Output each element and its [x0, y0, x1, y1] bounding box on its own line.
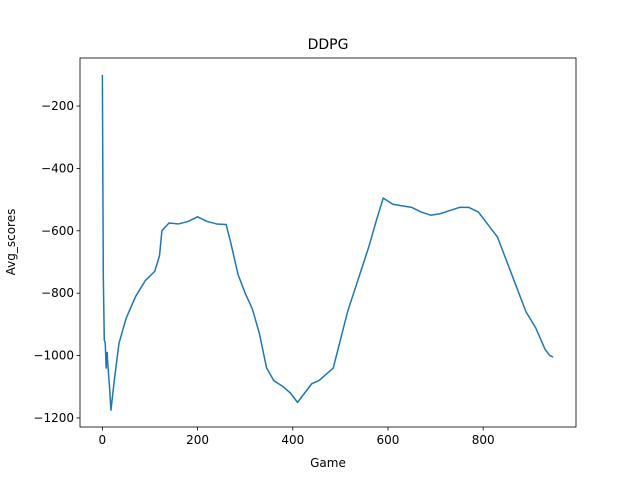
y-tick-label: −400	[41, 161, 74, 175]
y-tick-label: −1000	[33, 349, 74, 363]
plot-frame	[79, 57, 577, 428]
x-tick-label: 200	[186, 433, 209, 447]
chart-title: DDPG	[308, 37, 349, 53]
x-tick-label: 800	[472, 433, 495, 447]
y-tick-label: −600	[41, 224, 74, 238]
y-tick-label: −800	[41, 286, 74, 300]
x-tick-label: 0	[99, 433, 107, 447]
y-tick-label: −1200	[33, 411, 74, 425]
y-axis-label: Avg_scores	[4, 209, 18, 276]
y-tick-label: −200	[41, 99, 74, 113]
x-axis-label: Game	[310, 456, 346, 470]
x-tick-label: 600	[377, 433, 400, 447]
x-tick-label: 400	[281, 433, 304, 447]
line	[101, 74, 554, 411]
